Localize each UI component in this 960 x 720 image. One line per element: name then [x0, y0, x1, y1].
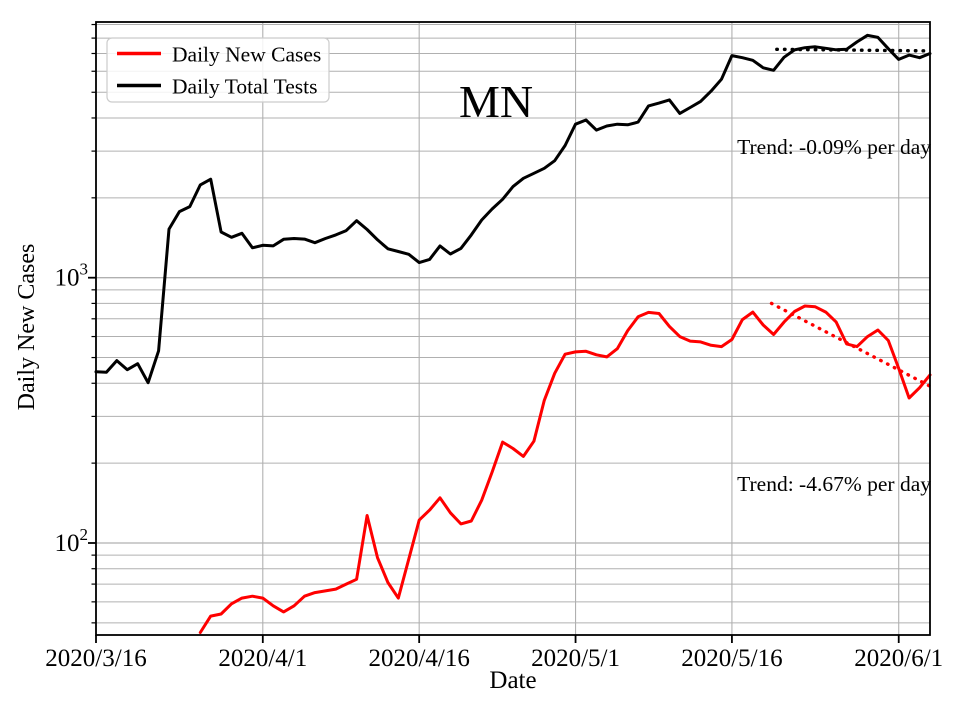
axis-ticks: [88, 23, 900, 643]
x-tick-label: 2020/3/16: [45, 645, 146, 672]
x-tick-label: 2020/5/16: [681, 645, 782, 672]
x-tick-labels: 2020/3/16 2020/4/1 2020/4/16 2020/5/1 2020/5…: [45, 645, 943, 672]
cases-trend-label: Trend: -4.67% per day: [737, 472, 931, 496]
new-cases-trend-dotted-line: [769, 301, 932, 388]
total-tests-line: [94, 33, 932, 385]
y-tick-label: 103: [55, 260, 89, 292]
legend-tests-label: Daily Total Tests: [172, 75, 318, 99]
plot-border: [95, 21, 931, 636]
gridlines: [95, 22, 930, 635]
legend: Daily New Cases Daily Total Tests: [106, 37, 330, 103]
new-cases-line: [198, 304, 932, 634]
x-tick-label: 2020/4/16: [368, 645, 469, 672]
x-axis-label: Date: [489, 667, 536, 694]
y-axis-label: Daily New Cases: [14, 244, 40, 411]
x-tick-label: 2020/4/1: [218, 645, 307, 672]
tests-trend-label: Trend: -0.09% per day: [737, 135, 931, 159]
y-tick-labels: 102 103: [55, 260, 89, 557]
x-tick-label: 2020/5/1: [531, 645, 620, 672]
chart-title: MN: [459, 76, 533, 127]
legend-box: [106, 37, 330, 103]
y-tick-label: 102: [55, 525, 89, 557]
legend-cases-label: Daily New Cases: [172, 43, 321, 67]
total-tests-trend-dotted-line: [775, 47, 932, 53]
x-tick-label: 2020/6/1: [854, 645, 943, 672]
